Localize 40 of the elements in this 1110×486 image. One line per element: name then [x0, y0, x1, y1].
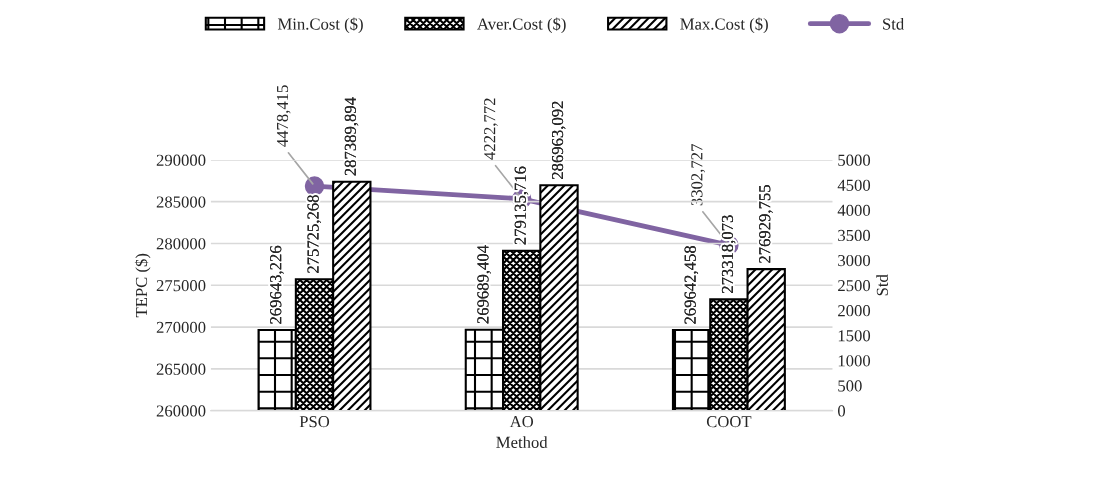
data-label: 3302,727 — [691, 144, 705, 206]
y2-tick-label: 1000 — [838, 355, 871, 367]
y2-tick-label: 3000 — [838, 254, 871, 267]
y2-tick-label: 2500 — [838, 279, 871, 292]
y2-tick-label: 2000 — [838, 305, 871, 317]
x-tick-label: AO — [509, 416, 534, 428]
legend-label: Aver.Cost ($) — [477, 17, 566, 34]
x-axis-title: Method — [496, 436, 548, 448]
y2-tick-label: 3500 — [838, 229, 871, 242]
y-tick-label: 290000 — [156, 154, 206, 166]
legend-label: Max.Cost ($) — [680, 17, 768, 34]
y-tick-label: 280000 — [156, 238, 206, 250]
y2-tick-label: 4500 — [837, 179, 871, 191]
legend-label: Std — [883, 17, 904, 30]
data-label: 273318,073 — [721, 215, 736, 294]
data-label: 287389,894 — [344, 97, 359, 176]
y-tick-label: 275000 — [156, 279, 206, 292]
y2-tick-label: 0 — [838, 405, 846, 417]
data-label: 4222,772 — [484, 98, 498, 160]
data-label: 275725,268 — [307, 195, 322, 273]
x-tick-label: COOT — [706, 416, 752, 428]
data-label: 269689,404 — [477, 245, 491, 324]
data-label: 276929,755 — [759, 185, 773, 263]
y2-tick-label: 5000 — [838, 154, 871, 166]
y-tick-label: 260000 — [156, 405, 206, 417]
x-tick-label: PSO — [299, 416, 330, 428]
data-label: 269642,458 — [684, 245, 699, 324]
y2-tick-label: 1500 — [838, 330, 871, 342]
y2-axis-title: Std — [876, 274, 888, 296]
y2-tick-label: 4000 — [837, 204, 871, 216]
y-tick-label: 285000 — [156, 196, 206, 208]
y-tick-label: 265000 — [156, 363, 206, 375]
y-tick-label: 270000 — [156, 321, 206, 334]
legend-label: Min.Cost ($) — [277, 17, 363, 34]
data-label: 269643,226 — [270, 245, 284, 324]
data-label: 4478,415 — [276, 85, 291, 147]
y-axis-title: TEPC ($) — [134, 253, 151, 318]
data-label: 286963,092 — [551, 101, 566, 179]
y2-tick-label: 500 — [838, 380, 862, 392]
data-label: 279135,716 — [514, 166, 529, 245]
